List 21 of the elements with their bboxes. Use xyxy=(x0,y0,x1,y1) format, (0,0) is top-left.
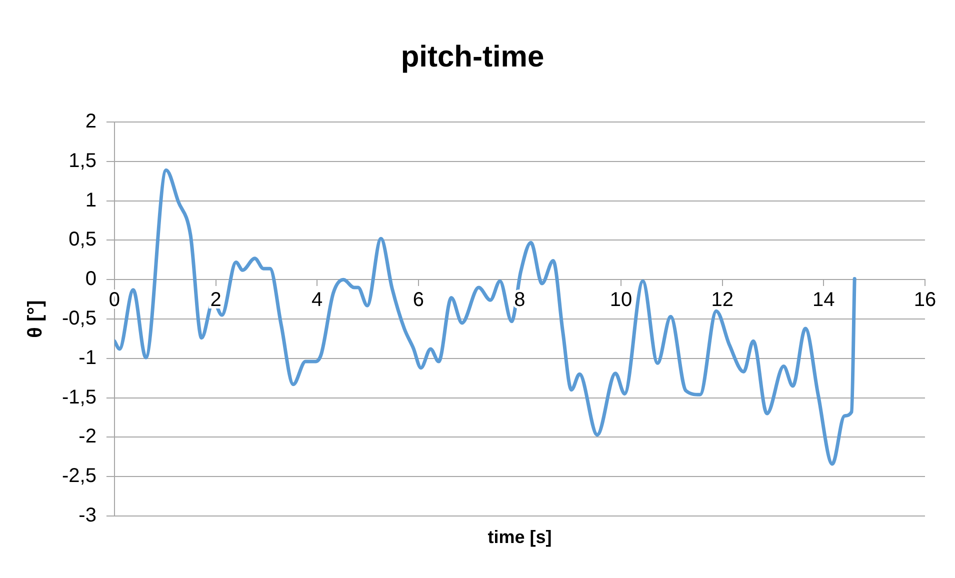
x-tick-label: 14 xyxy=(812,289,835,312)
y-tick-label: -2 xyxy=(78,426,96,448)
x-axis-title: time [s] xyxy=(488,526,552,547)
x-tick-label: 0 xyxy=(108,289,120,312)
chart-title: pitch-time xyxy=(400,40,544,74)
x-tick-label: 12 xyxy=(711,289,734,312)
y-tick-label: 1,5 xyxy=(68,150,96,172)
y-tick-label: -3 xyxy=(78,504,96,527)
y-tick-label: -1,5 xyxy=(62,386,96,408)
y-axis-title: θ [°] xyxy=(24,300,47,338)
y-tick-label: 0,5 xyxy=(68,228,96,251)
x-tick-label: 10 xyxy=(610,289,632,312)
y-tick-label: -1 xyxy=(78,346,96,369)
y-tick-label: 0 xyxy=(85,268,96,290)
x-tick-label: 6 xyxy=(412,289,424,312)
y-tick-label: -2,5 xyxy=(62,465,96,488)
x-tick-label: 16 xyxy=(914,289,936,312)
y-tick-label: 2 xyxy=(85,110,96,133)
x-tick-label: 4 xyxy=(312,289,323,312)
y-tick-label: 1 xyxy=(85,189,96,212)
y-tick-label: -0,5 xyxy=(62,308,96,330)
